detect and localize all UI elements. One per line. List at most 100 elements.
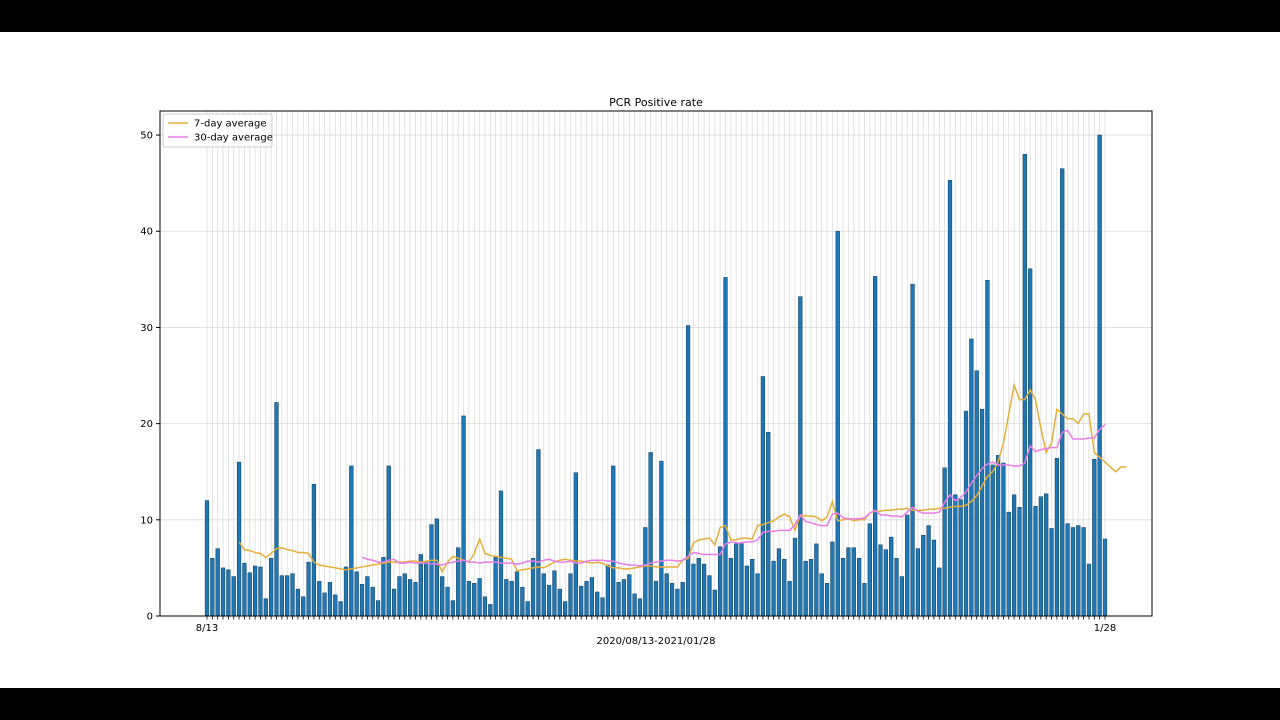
bar [391,588,397,617]
bar [215,548,220,617]
bar [675,588,680,617]
bar [504,579,509,617]
legend: 7-day average 30-day average [162,113,273,148]
bar [1033,506,1038,617]
bar [931,539,937,617]
bar [792,537,798,617]
bar [317,581,322,617]
bar [440,576,445,617]
series-line [361,424,1106,567]
bar [279,575,284,617]
bar [285,575,290,617]
bar [269,558,274,617]
bar [397,576,402,617]
bar [691,563,696,617]
bar [375,600,381,617]
bar [338,601,343,617]
bar [840,558,846,617]
bar [1070,527,1076,617]
bar [627,574,632,617]
bar [963,410,969,617]
bar [1081,527,1086,617]
line-layer [238,382,1127,574]
bar [472,583,477,617]
bar [883,549,888,617]
bar [696,558,701,617]
y-tick-label: 0 [147,612,153,623]
bar [488,604,493,617]
bar [477,578,482,617]
bar [958,499,963,617]
bar [568,573,573,617]
bar [1097,134,1102,617]
bar [1054,458,1060,617]
bar [942,467,947,617]
bar [1006,511,1011,617]
bar [1092,458,1097,617]
bar [637,598,643,617]
bar [905,514,910,617]
bar [819,573,824,617]
bar [787,581,792,617]
bar [1012,494,1017,617]
bar [1038,496,1043,617]
bar [584,581,589,617]
pcr-positive-rate-chart: 0 10 20 30 40 50 8/13 1/28 PCR Positive rate 20… [140,96,1153,647]
bar [878,544,883,617]
x-tick-label-first: 8/13 [196,623,218,634]
bar [290,573,295,617]
x-tick-label-last: 1/28 [1094,623,1116,634]
bar [322,592,327,617]
bar [680,582,685,617]
bar [1102,538,1108,617]
bar [846,547,851,617]
bar [889,536,894,617]
bar [915,548,921,617]
bar [926,525,931,617]
bar [1049,528,1054,617]
bar [894,558,899,617]
bar [413,582,418,617]
bar [258,566,263,617]
bar [520,586,525,617]
bar [985,280,990,617]
bar [552,570,557,617]
bar [295,588,300,617]
bar [236,461,242,617]
bar [798,296,803,617]
bar [632,593,637,617]
bar [354,571,359,617]
bar [1065,523,1070,617]
bar [707,575,712,617]
bar [969,338,974,617]
bar [750,559,755,617]
bar [327,582,333,617]
bar [402,573,407,617]
bar [664,573,669,617]
bar [851,547,856,617]
y-tick-label: 50 [140,131,153,142]
bar [333,594,338,617]
bar [1017,507,1022,617]
legend-label: 30-day average [194,133,273,144]
bar [643,527,648,617]
bar [653,581,659,617]
bar [498,490,504,617]
bar [953,494,958,617]
axis-layer: 0 10 20 30 40 50 8/13 1/28 [140,131,1116,634]
bar [873,276,878,617]
bar [579,585,584,617]
bar [220,567,226,617]
bar [760,376,766,617]
bar [867,523,872,617]
bar [525,601,530,617]
bar [1001,462,1006,617]
bar [365,576,370,617]
bar [830,541,835,617]
bar [461,415,466,617]
legend-box [162,113,273,148]
bar [776,548,782,617]
bar [771,560,776,617]
bar [557,588,562,617]
bar [424,561,429,617]
